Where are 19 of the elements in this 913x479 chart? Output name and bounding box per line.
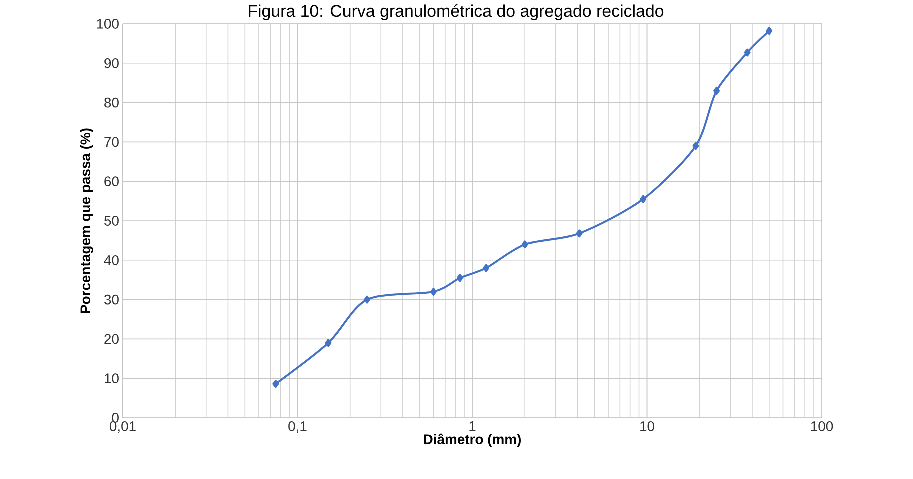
y-tick-label: 40 <box>104 255 119 266</box>
x-tick-label: 10 <box>640 422 654 432</box>
y-tick-label: 30 <box>104 294 119 305</box>
x-axis-title: Diâmetro (mm) <box>424 434 521 448</box>
y-tick-label: 50 <box>104 216 119 226</box>
x-tick-label: 0,01 <box>110 422 136 434</box>
y-tick-label: 90 <box>104 58 119 68</box>
y-tick-label: 70 <box>104 137 119 148</box>
y-tick-label: 20 <box>104 334 119 344</box>
y-tick-label: 100 <box>97 19 119 29</box>
y-tick-label: 10 <box>105 374 119 384</box>
y-axis-title: Porcentagem que passa (%) <box>80 128 94 314</box>
chart-title: Figura 10: Curva granulométrica do agregado reciclado <box>249 4 664 20</box>
y-tick-label: 0 <box>112 413 119 423</box>
x-tick-label: 1 <box>470 422 476 432</box>
x-tick-label: 100 <box>811 422 834 432</box>
x-tick-label: 0,1 <box>288 422 307 434</box>
y-tick-label: 80 <box>104 98 119 108</box>
y-tick-label: 60 <box>104 176 119 187</box>
